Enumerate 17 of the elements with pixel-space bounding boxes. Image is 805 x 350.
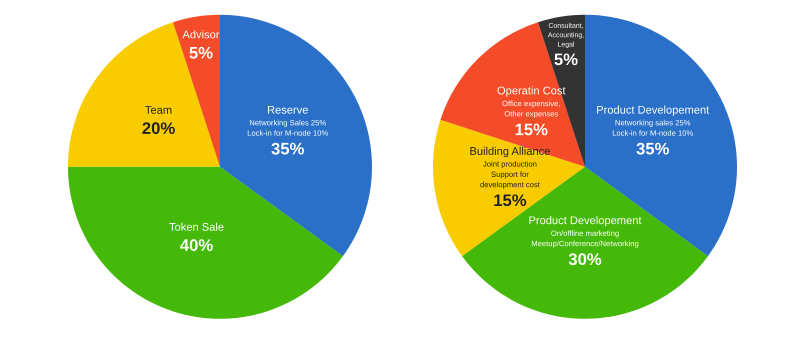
slice-label: Team xyxy=(145,106,172,114)
data-label: 20% xyxy=(142,122,175,134)
data-label: 15% xyxy=(494,194,526,206)
data-label: 15% xyxy=(516,124,548,136)
data-label: 40% xyxy=(180,239,213,252)
slice-label: Token Sale xyxy=(169,222,224,231)
pie-slice xyxy=(68,166,343,319)
pie-slice xyxy=(462,166,708,319)
data-label: 5% xyxy=(554,53,578,66)
data-label: 35% xyxy=(271,142,304,155)
data-label: 5% xyxy=(189,46,213,59)
pie-slice xyxy=(173,14,220,167)
data-label: 30% xyxy=(568,253,602,266)
slice-label: Advisor xyxy=(182,30,220,38)
pie-slice xyxy=(440,22,585,167)
data-label: 35% xyxy=(636,142,669,155)
pie-slice xyxy=(68,22,220,167)
